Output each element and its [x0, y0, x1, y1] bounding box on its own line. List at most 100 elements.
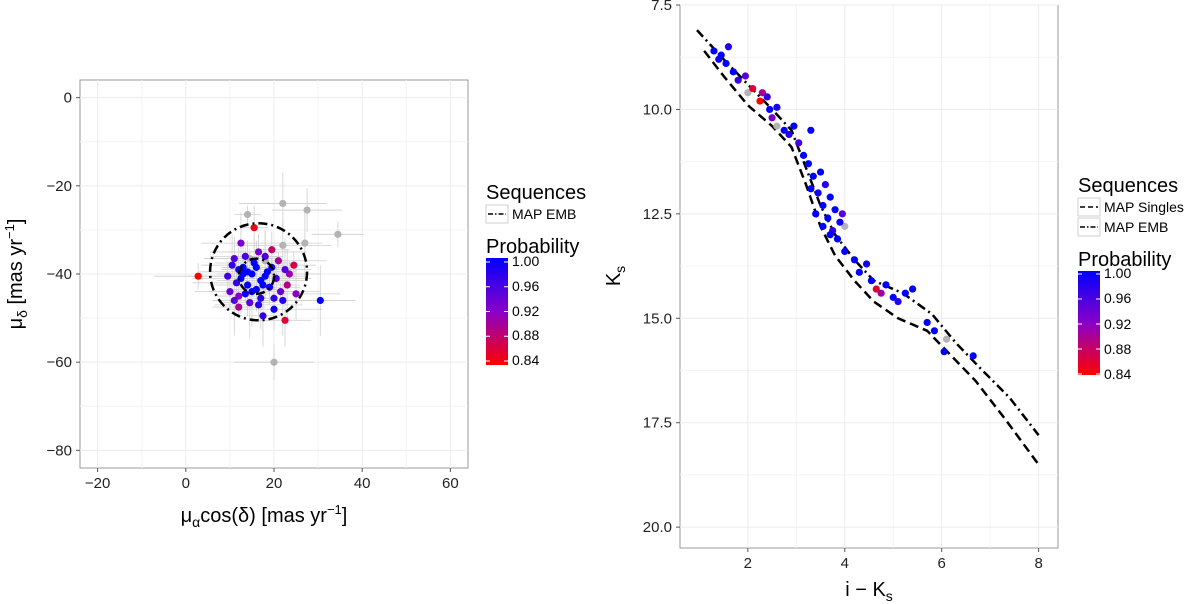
legend-right-prob-label-1: 1.00 [1104, 265, 1131, 281]
legend-right-colorbar-ticks [1078, 273, 1100, 375]
legend-left-prob-label-2: 0.96 [512, 278, 539, 294]
cmd-point-34 [838, 210, 846, 218]
cmd-point-48 [930, 327, 939, 335]
pm-point-3 [281, 316, 289, 324]
cmd-point-26 [826, 193, 834, 201]
proper-motion-ticks: −20 0 20 40 60 0 −20 −40 −60 −80 [47, 90, 459, 492]
cmd-point-14 [785, 130, 793, 139]
cmd-point-12 [773, 103, 781, 111]
legend-left-probability-title: Probability [486, 236, 579, 258]
cmd-point-0 [710, 47, 718, 55]
pm-point-31 [261, 252, 269, 260]
pm-point-5 [274, 257, 283, 265]
pm-point-44 [230, 296, 238, 305]
pm-ellipse-0 [208, 222, 309, 322]
cmd-tick-label-y-1: 10.0 [643, 101, 672, 118]
proper-motion-legend: Sequences MAP EMB Probability 1.00 0.96 … [485, 182, 586, 368]
cmd-point-38 [862, 260, 871, 268]
cmd-point-4 [729, 68, 737, 76]
cmd-point-6 [741, 72, 750, 80]
cmd-point-7 [749, 84, 757, 93]
cmd-point-25 [824, 214, 832, 222]
cmd-point-15 [790, 122, 798, 130]
pm-point-8 [290, 261, 298, 269]
cmd-point-5 [734, 76, 742, 84]
pm-tick-label-y-0: 0 [64, 90, 72, 107]
pm-tick-label-x-0: −20 [85, 475, 110, 492]
cmd-point-41 [877, 289, 885, 297]
legend-left-sequences-title: Sequences [486, 182, 586, 204]
pm-point-10 [292, 290, 300, 298]
color-magnitude-chart: 2 4 6 8 7.5 10.0 12.5 15.0 17.5 20.0 i − Ks Ks [603, 0, 1059, 604]
legend-right-prob-label-2: 0.96 [1104, 290, 1131, 306]
legend-left-colorbar [486, 258, 508, 365]
pm-point-gray-2 [303, 206, 311, 214]
cmd-tick-label-x-2: 6 [938, 555, 946, 572]
proper-motion-x-axis-label: μαcos(δ) [mas yr−1] [181, 502, 348, 530]
color-magnitude-y-axis-label: Ks [603, 266, 628, 286]
pm-ellipse-1 [237, 257, 276, 296]
cmd-point-22 [816, 168, 825, 176]
pm-point-gray-3 [334, 230, 342, 238]
pm-point-47 [241, 252, 249, 260]
pm-point-34 [228, 261, 236, 269]
pm-point-40 [259, 281, 267, 289]
cmd-point-10 [766, 105, 774, 114]
proper-motion-ellipses [208, 222, 309, 322]
pm-tick-label-y-2: −40 [47, 266, 72, 283]
proper-motion-chart: −20 0 20 40 60 0 −20 −40 −60 −80 μαcos(δ) [mas yr… [2, 79, 469, 530]
color-magnitude-points [710, 43, 977, 360]
cmd-point-33 [826, 231, 834, 239]
pm-tick-label-y-3: −60 [47, 354, 72, 371]
color-magnitude-curves [696, 29, 1040, 466]
pm-point-4 [268, 246, 276, 254]
pm-point-20 [243, 281, 252, 289]
cmd-point-46 [909, 285, 917, 293]
pm-point-11 [226, 288, 234, 296]
pm-point-gray-5 [279, 241, 287, 249]
legend-left-label-map-emb: MAP EMB [512, 206, 576, 222]
pm-point-32 [254, 248, 263, 256]
legend-left-key-map-emb [485, 204, 509, 224]
cmd-point-50 [969, 352, 977, 360]
cmd-point-23 [819, 201, 827, 210]
proper-motion-y-axis-label: μδ [mas yr−1] [2, 219, 30, 330]
legend-left-prob-label-1: 1.00 [512, 253, 539, 269]
cmd-tick-label-x-0: 2 [744, 555, 752, 572]
pm-point-35 [235, 292, 243, 300]
cmd-point-13 [780, 126, 788, 134]
pm-point-0 [250, 224, 258, 232]
cmd-tick-label-x-3: 8 [1034, 555, 1042, 572]
cmd-point-8 [756, 97, 764, 105]
cmd-point-51 [799, 151, 808, 159]
color-magnitude-ticks: 2 4 6 8 7.5 10.0 12.5 15.0 17.5 20.0 [643, 0, 1043, 572]
legend-left-colorbar-ticks [486, 261, 508, 362]
cmd-point-45 [901, 289, 909, 297]
cmd-point-42 [882, 281, 890, 289]
cmd-point-3 [724, 43, 733, 51]
proper-motion-grid [80, 80, 468, 468]
color-magnitude-grid [680, 4, 1058, 548]
cmd-tick-label-x-1: 4 [841, 555, 849, 572]
pm-point-26 [241, 290, 249, 298]
pm-point-45 [270, 294, 278, 302]
pm-point-43 [285, 270, 294, 278]
cmd-point-2 [722, 59, 730, 68]
pm-point-gray-4 [301, 239, 309, 247]
pm-tick-label-x-2: 20 [266, 475, 283, 492]
legend-right-probability-title: Probability [1078, 249, 1171, 271]
cmd-point-gray-1 [841, 222, 849, 230]
cmd-point-40 [872, 285, 880, 293]
cmd-point-21 [814, 189, 822, 197]
pm-point-gray-6 [270, 358, 278, 366]
cmd-point-19 [809, 172, 817, 180]
cmd-tick-label-y-5: 20.0 [643, 519, 672, 536]
cmd-point-gray-0 [744, 89, 752, 97]
pm-point-16 [279, 296, 287, 305]
cmd-point-gray-3 [773, 122, 781, 130]
pm-point-30 [246, 299, 254, 307]
pm-point-33 [277, 288, 285, 296]
cmd-curve-map-singles [703, 50, 1040, 466]
legend-left-prob-label-5: 0.84 [512, 352, 539, 368]
cmd-point-53 [717, 51, 725, 59]
